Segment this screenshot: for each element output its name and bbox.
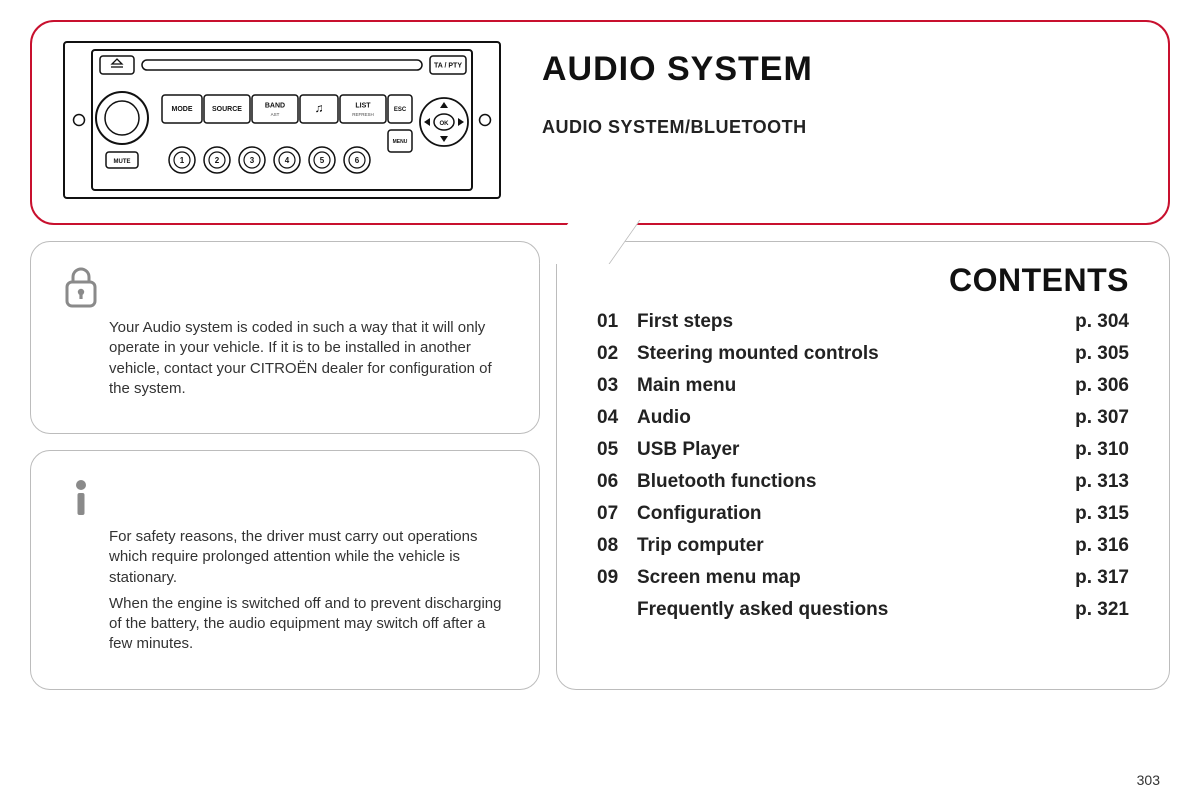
contents-box-notch <box>540 220 641 264</box>
lock-info-paragraph: Your Audio system is coded in such a way… <box>109 318 509 399</box>
toc-label: Steering mounted controls <box>637 343 1039 365</box>
toc-row: 08Trip computerp. 316 <box>597 535 1129 557</box>
page-number: 303 <box>1137 772 1160 788</box>
svg-text:1: 1 <box>180 156 185 165</box>
svg-text:BAND: BAND <box>265 103 285 110</box>
svg-text:REFRESH: REFRESH <box>352 112 374 117</box>
toc-label: Screen menu map <box>637 567 1039 589</box>
toc-num: 04 <box>597 407 637 429</box>
toc-row: 07Configurationp. 315 <box>597 503 1129 525</box>
toc-label: USB Player <box>637 439 1039 461</box>
svg-text:ESC: ESC <box>394 107 407 113</box>
toc-page: p. 310 <box>1039 439 1129 461</box>
warning-paragraph-2: When the engine is switched off and to p… <box>109 594 509 655</box>
toc-label: Bluetooth functions <box>637 471 1039 493</box>
svg-text:2: 2 <box>215 156 220 165</box>
header-titles: AUDIO SYSTEM AUDIO SYSTEM/BLUETOOTH <box>542 40 1138 138</box>
toc-row: Frequently asked questionsp. 321 <box>597 599 1129 621</box>
toc-label: Main menu <box>637 375 1039 397</box>
toc-page: p. 315 <box>1039 503 1129 525</box>
sub-title: AUDIO SYSTEM/BLUETOOTH <box>542 117 1138 138</box>
svg-text:MENU: MENU <box>393 139 408 145</box>
header-box: TA / PTY MODE SOURCE BAND AST ♫ LIST REF… <box>30 20 1170 225</box>
toc-row: 04Audiop. 307 <box>597 407 1129 429</box>
contents-box: CONTENTS 01First stepsp. 304 02Steering m… <box>556 241 1170 690</box>
toc-row: 09Screen menu mapp. 317 <box>597 567 1129 589</box>
toc-page: p. 313 <box>1039 471 1129 493</box>
toc-label: Trip computer <box>637 535 1039 557</box>
svg-text:3: 3 <box>250 156 255 165</box>
lock-info-text: Your Audio system is coded in such a way… <box>61 318 509 399</box>
toc-page: p. 305 <box>1039 343 1129 365</box>
warning-icon <box>61 473 101 519</box>
toc-page: p. 306 <box>1039 375 1129 397</box>
toc-num: 03 <box>597 375 637 397</box>
toc-row: 01First stepsp. 304 <box>597 311 1129 333</box>
toc-num: 01 <box>597 311 637 333</box>
main-title: AUDIO SYSTEM <box>542 50 1138 89</box>
toc-label: First steps <box>637 311 1039 333</box>
toc-num: 05 <box>597 439 637 461</box>
svg-text:4: 4 <box>285 156 290 165</box>
toc-num: 06 <box>597 471 637 493</box>
audio-head-unit-svg: TA / PTY MODE SOURCE BAND AST ♫ LIST REF… <box>62 40 502 200</box>
ta-pty-label: TA / PTY <box>434 63 462 70</box>
toc-row: 02Steering mounted controlsp. 305 <box>597 343 1129 365</box>
toc-num: 02 <box>597 343 637 365</box>
svg-text:LIST: LIST <box>355 103 371 110</box>
svg-text:♫: ♫ <box>315 101 324 115</box>
toc-page: p. 321 <box>1039 599 1129 621</box>
toc-num: 08 <box>597 535 637 557</box>
toc-label: Frequently asked questions <box>637 599 1039 621</box>
svg-text:MODE: MODE <box>172 106 193 113</box>
svg-text:AST: AST <box>271 112 280 117</box>
toc-page: p. 316 <box>1039 535 1129 557</box>
toc-label: Audio <box>637 407 1039 429</box>
lock-info-box: Your Audio system is coded in such a way… <box>30 241 540 434</box>
toc-label: Configuration <box>637 503 1039 525</box>
svg-text:6: 6 <box>355 156 360 165</box>
table-of-contents: 01First stepsp. 304 02Steering mounted co… <box>597 311 1129 621</box>
radio-unit-illustration: TA / PTY MODE SOURCE BAND AST ♫ LIST REF… <box>62 40 502 205</box>
toc-page: p. 304 <box>1039 311 1129 333</box>
toc-page: p. 317 <box>1039 567 1129 589</box>
svg-text:OK: OK <box>440 121 450 127</box>
svg-text:5: 5 <box>320 156 325 165</box>
svg-text:MUTE: MUTE <box>114 159 131 165</box>
lower-section: Your Audio system is coded in such a way… <box>30 241 1170 690</box>
warning-paragraph-1: For safety reasons, the driver must carr… <box>109 527 509 588</box>
lock-icon <box>61 264 101 310</box>
contents-title: CONTENTS <box>597 262 1129 299</box>
toc-row: 06Bluetooth functionsp. 313 <box>597 471 1129 493</box>
toc-num: 07 <box>597 503 637 525</box>
svg-text:SOURCE: SOURCE <box>212 106 242 113</box>
toc-num: 09 <box>597 567 637 589</box>
left-column: Your Audio system is coded in such a way… <box>30 241 540 690</box>
toc-page: p. 307 <box>1039 407 1129 429</box>
warning-info-box: For safety reasons, the driver must carr… <box>30 450 540 690</box>
toc-row: 05USB Playerp. 310 <box>597 439 1129 461</box>
warning-info-text: For safety reasons, the driver must carr… <box>61 527 509 655</box>
toc-row: 03Main menup. 306 <box>597 375 1129 397</box>
